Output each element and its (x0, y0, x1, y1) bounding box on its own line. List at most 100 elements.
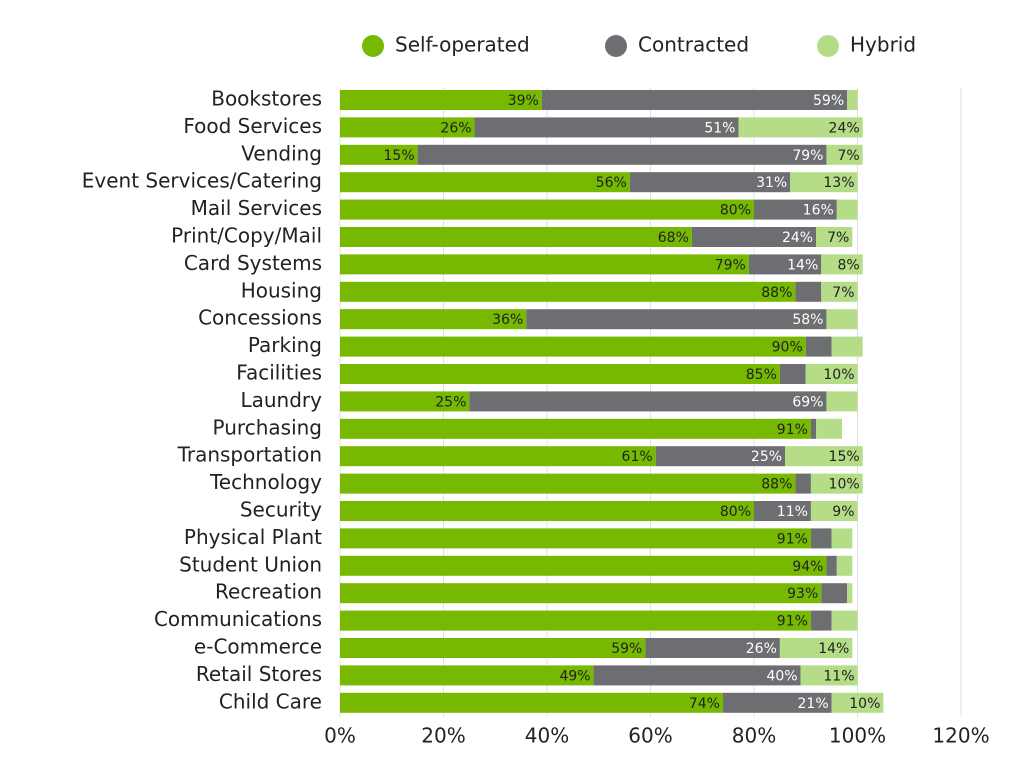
y-tick-label: Bookstores (211, 87, 322, 111)
value-label: 9% (832, 504, 854, 520)
value-label: 40% (766, 668, 797, 684)
y-tick-label: Communications (154, 607, 322, 631)
bar-segment (800, 665, 858, 686)
bar-segment (779, 364, 806, 384)
value-label: 90% (772, 340, 803, 356)
bar-segment (722, 692, 832, 713)
bar-segment (691, 227, 817, 247)
bar-segment (340, 336, 806, 357)
bar-segment (474, 117, 739, 138)
value-label: 24% (829, 120, 860, 136)
y-tick-label: Housing (241, 278, 322, 302)
bar-segment (831, 610, 858, 631)
bar-segment (785, 446, 863, 467)
bar-segment (810, 418, 817, 439)
bar-segment (340, 144, 418, 165)
bar-segment (816, 227, 853, 247)
value-label: 68% (658, 230, 689, 246)
value-label: 11% (823, 668, 854, 684)
bar-segment (340, 254, 749, 275)
value-label: 14% (818, 641, 849, 657)
y-tick-label: Recreation (215, 580, 322, 604)
value-label: 13% (823, 175, 854, 191)
bar-segment (754, 501, 811, 521)
value-label: 8% (837, 257, 859, 273)
y-tick-label: Physical Plant (184, 525, 322, 549)
bar-segment (816, 418, 842, 439)
bar-segment (821, 583, 848, 604)
bar-segment (340, 446, 656, 467)
x-tick-label: 60% (628, 724, 672, 748)
bar-segment (831, 528, 853, 549)
value-label: 94% (792, 559, 823, 575)
bar-segment (790, 172, 858, 193)
value-label: 61% (622, 449, 653, 465)
bar-segment (826, 555, 837, 576)
bar-segment (655, 446, 786, 467)
bar-segment (340, 473, 796, 494)
value-label: 93% (787, 586, 818, 602)
y-tick-label: Laundry (240, 388, 322, 412)
value-label: 56% (596, 175, 627, 191)
y-tick-label: Print/Copy/Mail (171, 224, 322, 248)
y-tick-label: Facilities (236, 361, 322, 385)
value-label: 7% (827, 230, 849, 246)
x-tick-label: 0% (324, 724, 356, 748)
y-tick-label: Child Care (219, 689, 322, 713)
bar-segment (805, 336, 832, 357)
legend-label: Self-operated (395, 33, 530, 57)
y-tick-label: Card Systems (184, 251, 322, 275)
value-label: 91% (777, 614, 808, 630)
value-label: 21% (798, 696, 829, 712)
y-tick-label: Concessions (198, 306, 322, 330)
bar-segment (541, 90, 848, 110)
bar-segment (826, 144, 863, 165)
bar-segment (340, 501, 754, 521)
bar-segment (340, 692, 723, 713)
y-tick-label: e-Commerce (194, 635, 322, 659)
bar-segment (340, 583, 822, 604)
y-tick-label: Student Union (179, 552, 322, 576)
legend-marker (817, 35, 839, 57)
value-label: 10% (829, 477, 860, 493)
bar-segment (847, 583, 853, 604)
value-label: 58% (792, 312, 823, 328)
y-tick-label: Technology (209, 470, 322, 494)
bar-segment (779, 638, 853, 658)
x-tick-label: 40% (525, 724, 569, 748)
bar-segment (795, 473, 811, 494)
value-label: 88% (761, 285, 792, 301)
bar-segment (826, 309, 858, 330)
bar-segment (836, 199, 858, 220)
bar-segment (836, 555, 853, 576)
bar-segment (526, 309, 827, 330)
value-label: 59% (611, 641, 642, 657)
value-label: 25% (751, 449, 782, 465)
y-tick-label: Event Services/Catering (82, 169, 322, 193)
y-tick-label: Security (240, 498, 322, 522)
value-label: 85% (746, 367, 777, 383)
bar-segment (340, 555, 827, 576)
bar-segment (340, 227, 692, 247)
value-label: 79% (715, 257, 746, 273)
value-label: 51% (704, 120, 735, 136)
y-tick-label: Transportation (177, 443, 322, 467)
bar-segment (831, 336, 863, 357)
bar-segment (340, 309, 527, 330)
value-label: 36% (492, 312, 523, 328)
value-label: 91% (777, 531, 808, 547)
legend-marker (605, 35, 627, 57)
value-label: 31% (756, 175, 787, 191)
y-tick-label: Parking (248, 333, 322, 357)
y-tick-label: Retail Stores (196, 662, 322, 686)
bar-segment (831, 692, 884, 713)
bar-segment (340, 117, 475, 138)
value-label: 24% (782, 230, 813, 246)
bar-segment (795, 281, 822, 302)
bar-segment (810, 473, 863, 494)
value-label: 26% (440, 120, 471, 136)
y-tick-label: Vending (241, 141, 322, 165)
value-label: 14% (787, 257, 818, 273)
bar-segment (340, 528, 811, 549)
value-label: 15% (829, 449, 860, 465)
